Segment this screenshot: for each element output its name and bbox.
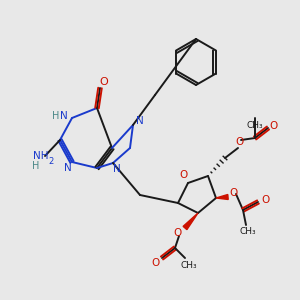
Text: N: N	[64, 163, 72, 173]
Text: H: H	[52, 111, 60, 121]
Text: O: O	[151, 258, 159, 268]
Text: NH: NH	[33, 151, 49, 161]
Text: N: N	[136, 116, 144, 126]
Text: N: N	[60, 111, 68, 121]
Text: O: O	[229, 188, 237, 198]
Text: CH₃: CH₃	[247, 122, 263, 130]
Text: O: O	[179, 170, 187, 180]
Text: CH₃: CH₃	[240, 226, 256, 236]
Text: N: N	[113, 164, 121, 174]
Text: CH₃: CH₃	[181, 260, 197, 269]
Text: O: O	[261, 195, 269, 205]
Polygon shape	[183, 213, 198, 230]
Text: 2: 2	[48, 157, 53, 166]
Text: O: O	[270, 121, 278, 131]
Text: O: O	[100, 77, 108, 87]
Text: O: O	[236, 137, 244, 147]
Polygon shape	[216, 194, 228, 200]
Text: O: O	[173, 228, 181, 238]
Text: H: H	[32, 161, 39, 171]
